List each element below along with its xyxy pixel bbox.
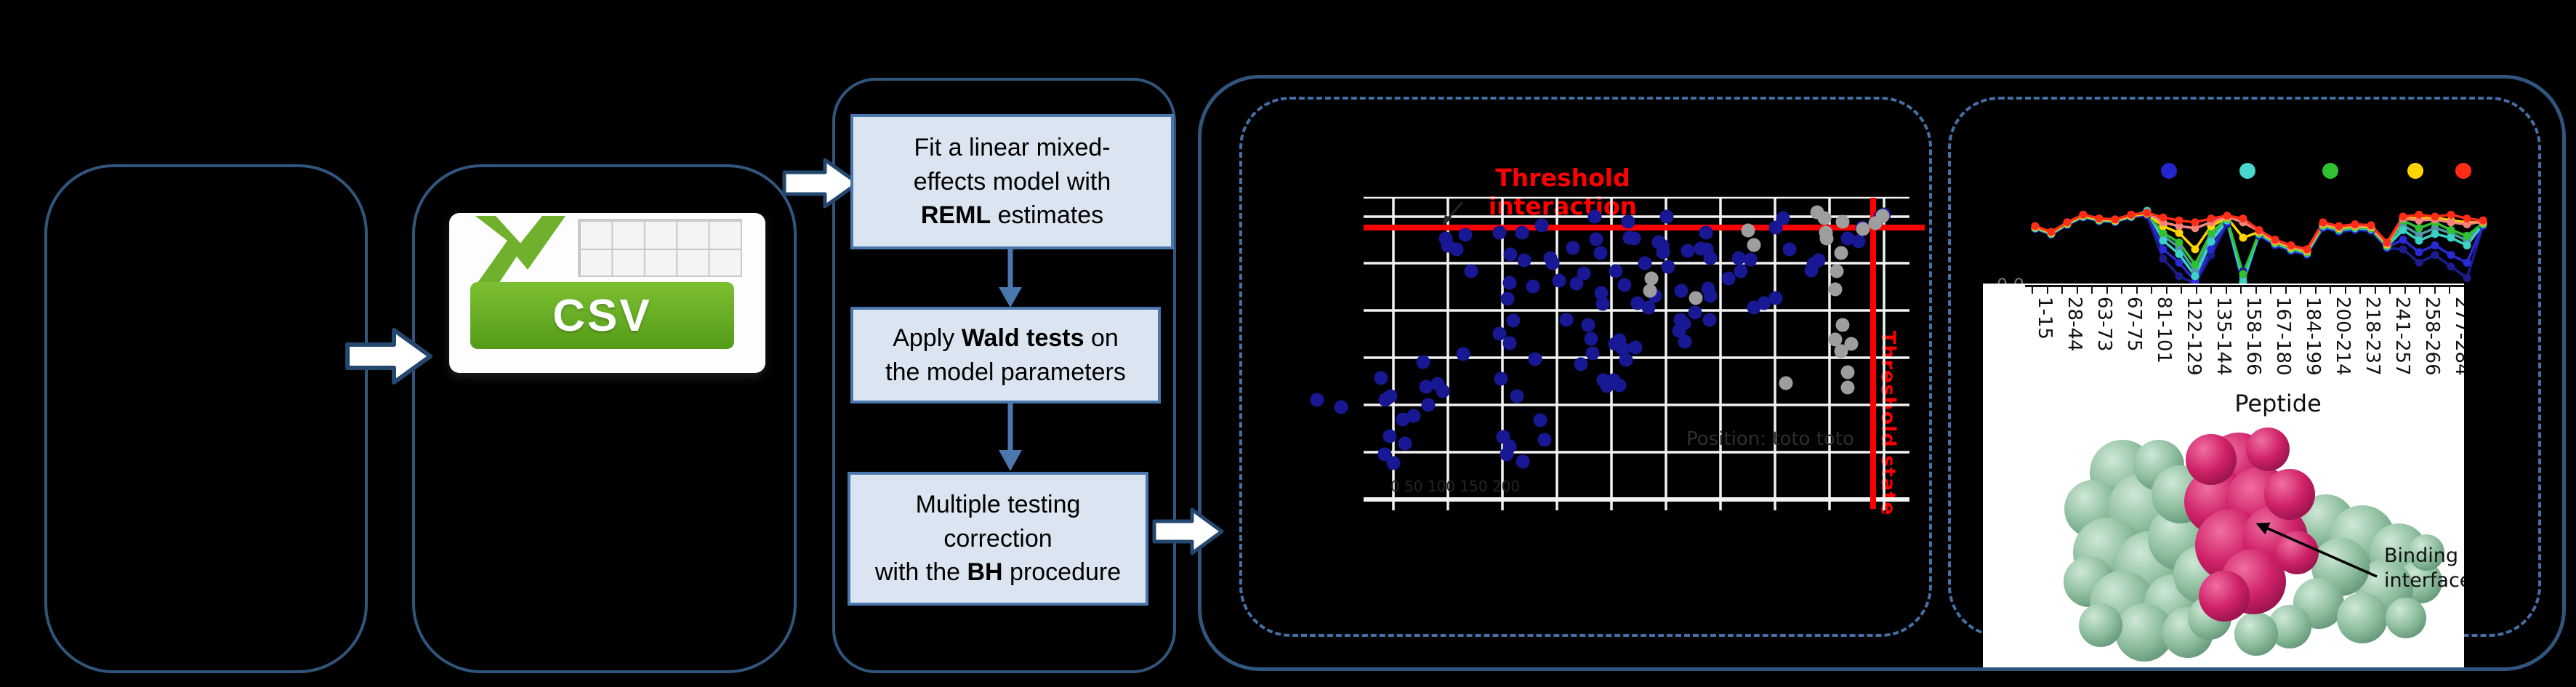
- protein-structure-image: [2064, 427, 2444, 662]
- panel-results-outer-box: [1198, 75, 2566, 671]
- csv-file-icon: CSV: [449, 213, 765, 373]
- step-fit-model: Fit a linear mixed-effects model with REM…: [850, 114, 1174, 249]
- excel-x-icon: [475, 216, 565, 286]
- peptide-tick-label: 277-284: [2451, 297, 2464, 376]
- peptide-tick-label: 200-214: [2332, 297, 2354, 376]
- x-axis-tick: [2240, 287, 2242, 294]
- x-axis-tick: [2121, 287, 2122, 294]
- svg-text:Position: toto toto: Position: toto toto: [1686, 428, 1854, 450]
- x-axis-tick: [2359, 287, 2361, 294]
- flow-arrow-3: [1152, 507, 1224, 555]
- peptide-plot-and-structure-image: Peptide Binding interface 1-15 28-44 63-73…: [1983, 284, 2464, 667]
- x-axis-tick: [2181, 287, 2182, 294]
- x-axis-tick: [2285, 287, 2287, 294]
- csv-banner: CSV: [470, 282, 734, 349]
- x-axis-tick: [2314, 287, 2317, 294]
- x-axis-line: [2025, 285, 2464, 287]
- peptide-tick-label: 81-101: [2153, 297, 2175, 364]
- x-axis-tick: [2210, 287, 2212, 294]
- svg-text:0 50 100 150 200: 0 50 100 150 200: [1390, 478, 1520, 495]
- x-axis-tick: [2300, 287, 2301, 294]
- peptide-tick-label: 1-15: [2034, 297, 2056, 340]
- x-axis-tick: [2404, 287, 2406, 294]
- peptide-tick-label: 63-73: [2093, 297, 2115, 352]
- step-multiple-testing: Multiple testing correction with the BH pr…: [848, 472, 1148, 606]
- down-arrow-2: [999, 402, 1022, 471]
- panel-1-empty-box: [44, 164, 368, 673]
- peptide-tick-label: 158-166: [2242, 297, 2264, 376]
- peptide-tick-label: 184-199: [2302, 297, 2324, 376]
- x-axis-tick: [2046, 287, 2048, 294]
- flow-arrow-2: [782, 158, 860, 209]
- x-axis-tick: [2225, 287, 2227, 294]
- x-axis-tick: [2463, 287, 2464, 294]
- peptide-tick-label: 218-237: [2362, 297, 2383, 376]
- x-axis-tick: [2449, 287, 2450, 294]
- peptide-tick-label: 67-75: [2123, 297, 2145, 352]
- x-axis-tick: [2091, 287, 2093, 294]
- volcano-scatter-plot: Position: toto toto 0 50 100 150 200: [1310, 196, 1925, 510]
- x-axis-tick: [2165, 287, 2168, 294]
- peptide-tick-label: 28-44: [2064, 297, 2085, 352]
- peptide-tick-label: 135-144: [2213, 297, 2234, 376]
- x-axis-tick: [2195, 287, 2197, 294]
- peptide-tick-label: 122-129: [2183, 297, 2205, 376]
- peptide-tick-label: 258-266: [2421, 297, 2443, 376]
- x-axis-title: Peptide: [2234, 390, 2322, 417]
- x-axis-tick: [2255, 287, 2257, 294]
- x-axis-tick: [2270, 287, 2271, 294]
- peptide-tick-label: 167-180: [2272, 297, 2294, 376]
- peptide-tick-label: 241-257: [2391, 297, 2413, 376]
- x-axis-tick: [2076, 287, 2078, 294]
- panel-3-model-box: [832, 78, 1176, 673]
- spreadsheet-grid-icon: [578, 219, 742, 277]
- x-axis-tick: [2136, 287, 2138, 294]
- flow-arrow-1: [345, 328, 432, 385]
- x-axis-tick: [2419, 287, 2420, 294]
- panel-4-dashed-box: [1239, 97, 1932, 637]
- x-axis-tick: [2032, 287, 2033, 294]
- x-axis-tick: [2434, 287, 2436, 294]
- x-axis-tick: [2389, 287, 2391, 294]
- x-axis-tick: [2106, 287, 2108, 294]
- x-axis-tick: [2061, 287, 2063, 294]
- step-wald-tests: Apply Wald tests on the model parameters: [850, 307, 1161, 403]
- x-axis-tick: [2330, 287, 2331, 294]
- threshold-state-label: Threshold state: [1877, 331, 1899, 516]
- x-axis-tick: [2151, 287, 2152, 294]
- x-axis-tick: [2374, 287, 2376, 294]
- x-axis-tick: [2344, 287, 2346, 294]
- binding-interface-label: Binding interface: [2384, 545, 2464, 592]
- uptake-line-chart: [2031, 163, 2487, 288]
- down-arrow-1: [999, 248, 1022, 308]
- csv-banner-label: CSV: [552, 290, 652, 341]
- panel-2-csv-box: [412, 164, 797, 673]
